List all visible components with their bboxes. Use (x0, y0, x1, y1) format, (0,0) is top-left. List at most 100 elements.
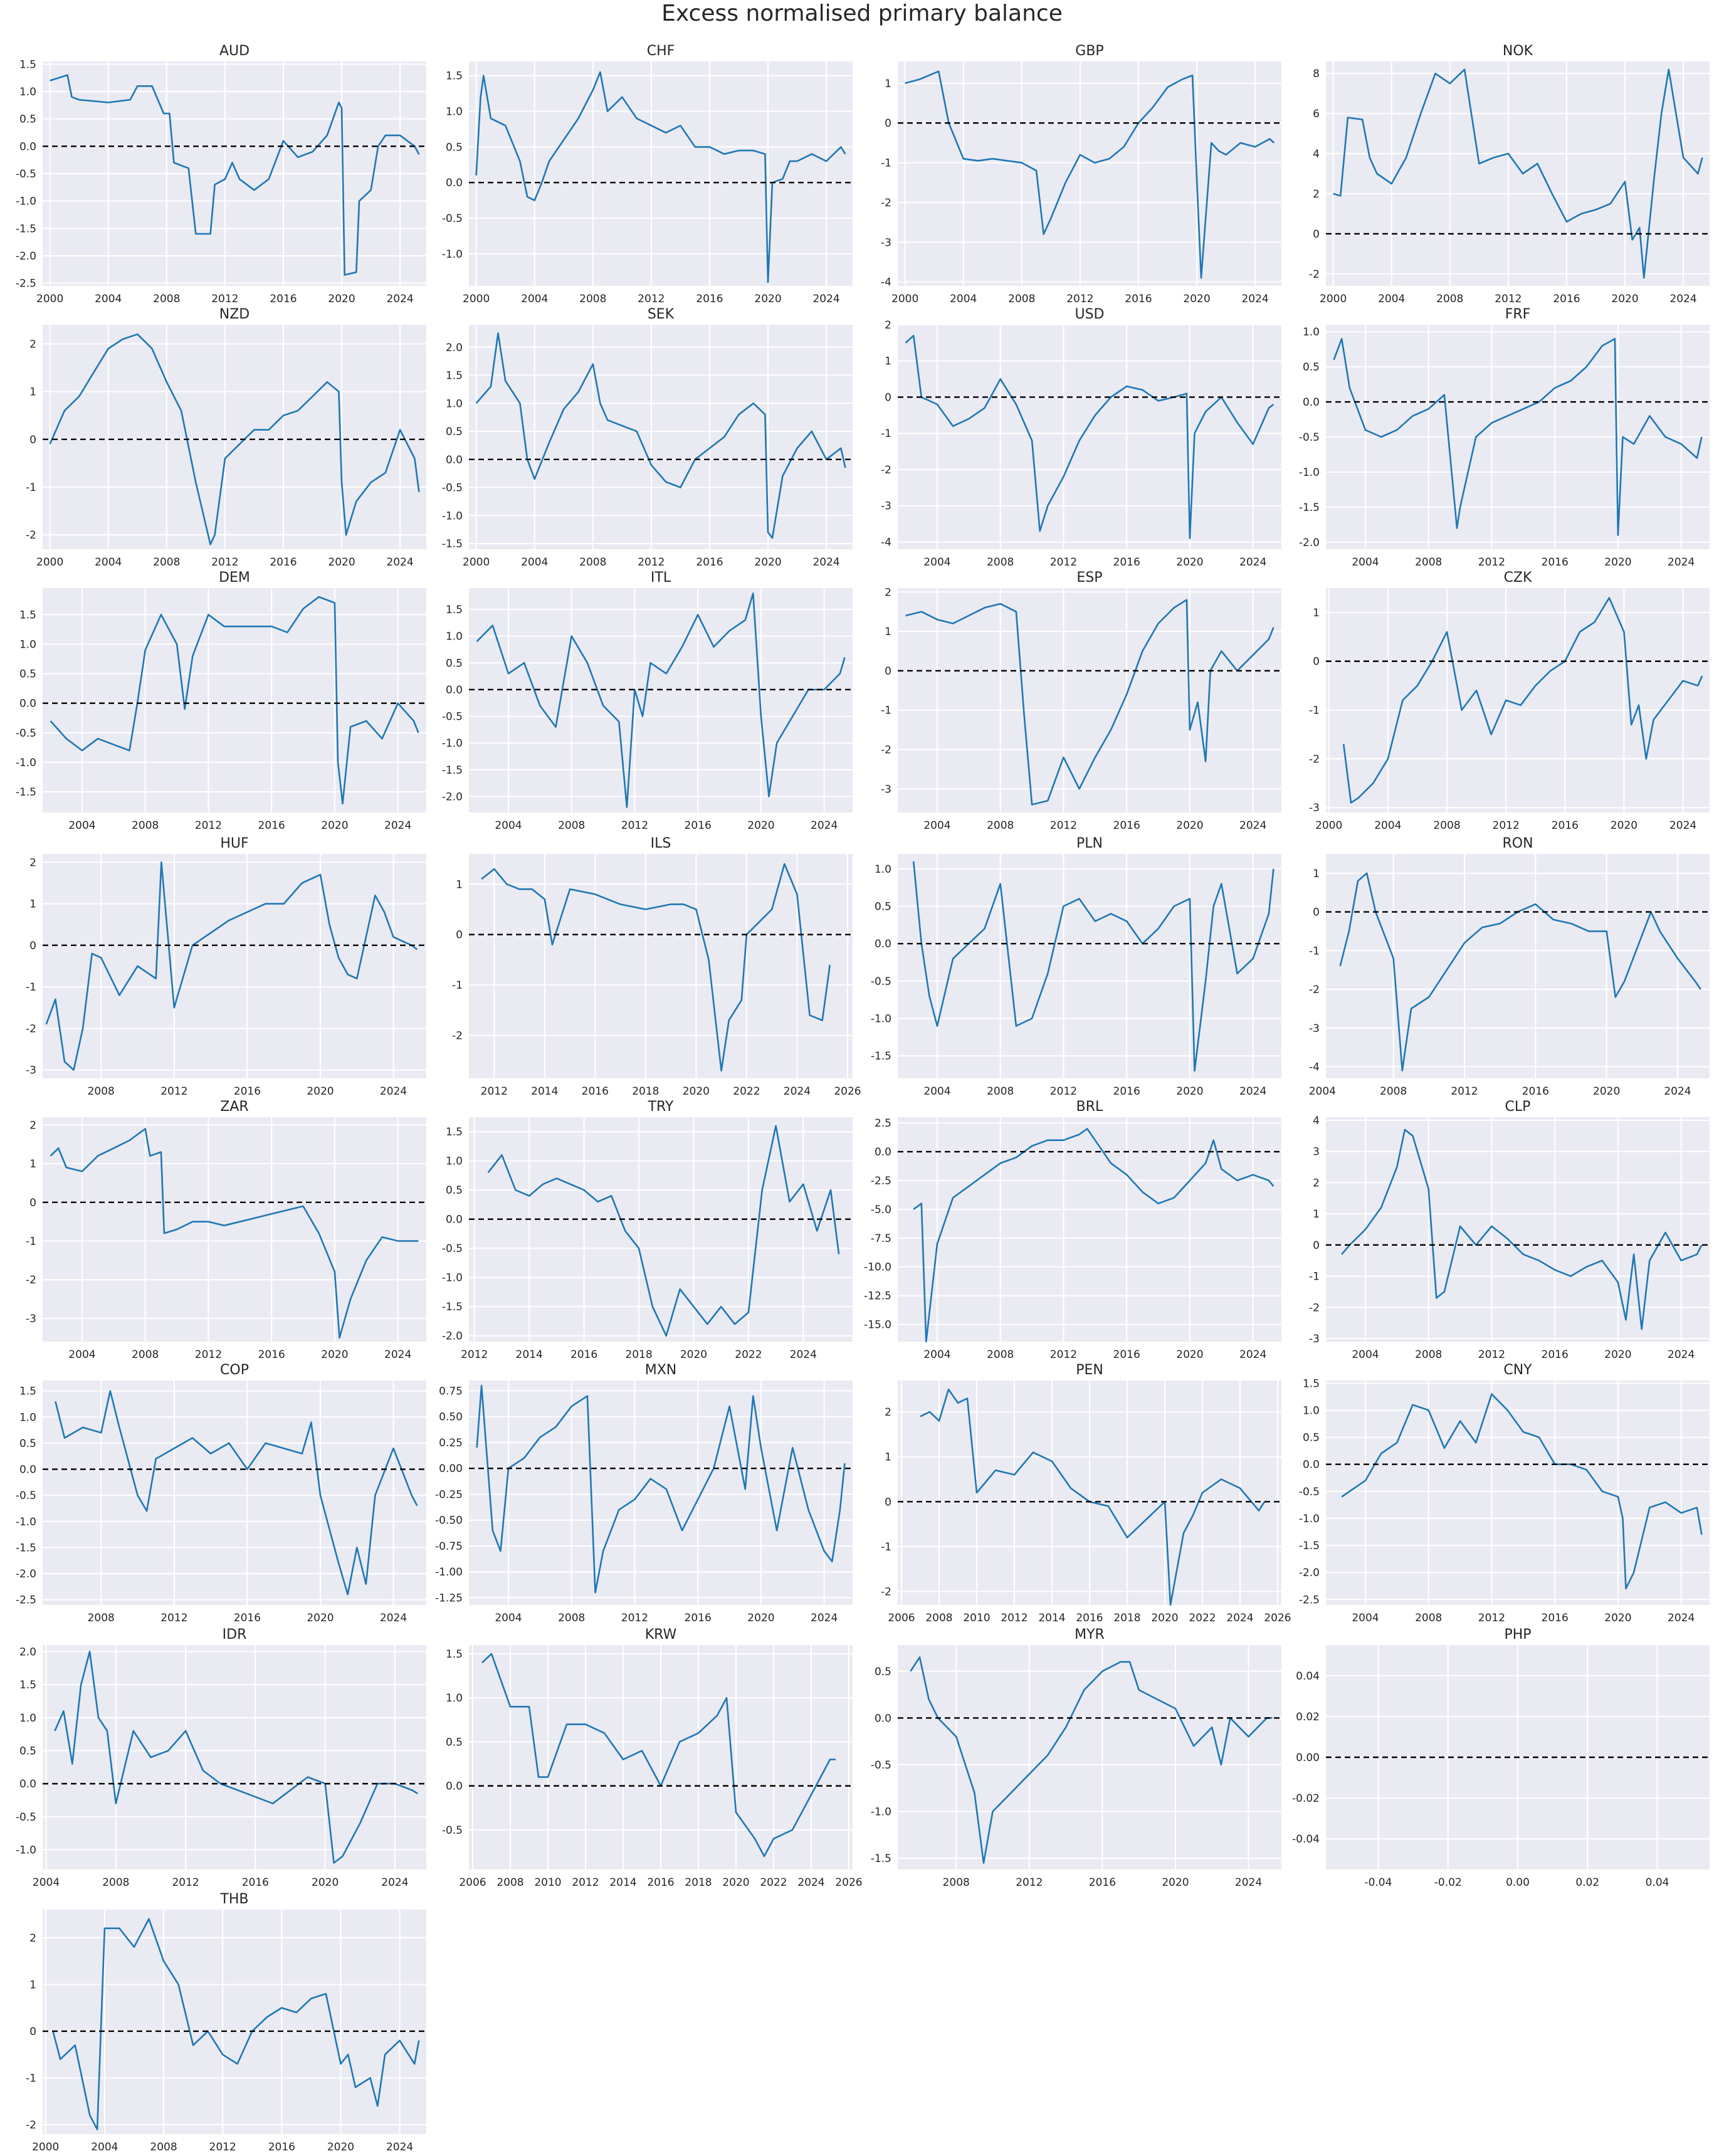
x-tick-label: 2020 (312, 1876, 339, 1889)
y-tick-label: 1.5 (19, 609, 36, 621)
y-tick-label: -2.5 (1299, 1594, 1320, 1606)
x-tick-label: 2008 (1415, 556, 1442, 569)
y-tick-label: 6 (1313, 108, 1320, 120)
x-tick-label: 2008 (987, 1349, 1014, 1361)
x-tick-label: 2020 (683, 1085, 710, 1098)
x-tick-label: 2020 (1176, 1085, 1203, 1098)
x-tick-label: 2008 (1008, 293, 1035, 305)
panel-nok: 2000 2004 2008 2012 2016 2020 2024 -2 0 2 4 6 8 NOK (1309, 43, 1710, 305)
panel-esp: 2004 2008 2012 2016 2020 2024 -3 -2 -1 0 1 2 ESP (881, 570, 1281, 832)
x-tick-label: 2012 (1016, 1876, 1043, 1889)
x-tick-label: 2008 (1433, 819, 1460, 832)
y-tick-label: -0.25 (435, 1488, 463, 1501)
plot-area (898, 61, 1281, 286)
y-tick-label: -3 (881, 236, 891, 249)
x-tick-label: 2020 (1604, 556, 1631, 569)
y-tick-label: 0 (885, 665, 891, 678)
x-tick-label: 2016 (234, 1612, 261, 1624)
y-tick-label: 4 (1313, 148, 1320, 160)
panel-ils: 2012 2014 2016 2018 2020 2022 2024 2026 -2 -1 0 1 IL… (452, 836, 861, 1098)
y-tick-label: 2 (29, 856, 36, 869)
y-tick-label: 0 (885, 117, 891, 130)
plot-area (469, 1117, 853, 1342)
y-tick-label: -2 (881, 1586, 891, 1599)
x-tick-label: 2016 (1089, 1876, 1116, 1889)
x-tick-label: 2020 (754, 293, 781, 305)
panel-cny: 2004 2008 2012 2016 2020 2024 -2.5 -2.0 -1.5 -1.0… (1299, 1362, 1710, 1624)
y-tick-label: -1 (881, 157, 891, 170)
y-tick-label: 0 (29, 2026, 36, 2038)
x-tick-label: 2020 (1183, 293, 1210, 305)
y-tick-label: 0 (29, 1197, 36, 1209)
y-tick-label: -1.5 (442, 764, 463, 777)
y-tick-label: -1 (1309, 945, 1320, 957)
x-tick-label: 2014 (609, 1876, 636, 1889)
y-tick-label: -1.00 (435, 1566, 463, 1579)
y-tick-label: 0.0 (446, 454, 463, 466)
y-tick-label: 2.0 (446, 342, 463, 354)
x-tick-label: 2006 (888, 1612, 915, 1624)
x-tick-label: 2008 (132, 819, 159, 832)
panel-frf: 2004 2008 2012 2016 2020 2024 -2.0 -1.5 -1.0 -0.5… (1299, 307, 1710, 569)
x-tick-label: 2000 (32, 2141, 59, 2153)
x-tick-label: 2016 (258, 819, 285, 832)
y-tick-label: -0.5 (442, 213, 463, 225)
x-tick-label: 2024 (811, 1612, 838, 1624)
panel-thb: 2000 2004 2008 2012 2016 2020 2024 -2 -1 0 1 2 THB (26, 1891, 426, 2153)
x-tick-label: 2004 (91, 2141, 118, 2153)
x-tick-label: 2018 (625, 1349, 652, 1361)
plot-area (469, 61, 853, 286)
x-tick-label: 2008 (153, 293, 180, 305)
y-tick-label: 0 (1313, 907, 1320, 919)
x-tick-label: 2016 (1542, 1349, 1569, 1361)
x-tick-label: 2012 (1001, 1612, 1028, 1624)
y-tick-label: 1.0 (446, 106, 463, 118)
y-tick-label: 2 (29, 1119, 36, 1132)
panel-title: ZAR (220, 1099, 248, 1115)
x-tick-label: 2024 (1226, 1612, 1253, 1624)
y-tick-label: -0.5 (16, 727, 36, 740)
panel-czk: 2000 2004 2008 2012 2016 2020 2024 -3 -2 -1 0 1 CZK (1309, 570, 1710, 832)
x-tick-label: 2020 (1611, 293, 1638, 305)
x-tick-label: 2004 (68, 1349, 95, 1361)
panel-krw: 2006 2008 2010 2012 2014 2016 2018 2020 2022 2024… (442, 1627, 863, 1889)
x-tick-label: 2008 (987, 556, 1014, 569)
x-tick-label: 2024 (386, 556, 413, 569)
x-tick-label: 2004 (521, 556, 548, 569)
y-tick-label: 1 (29, 386, 36, 399)
x-tick-label: 2020 (680, 1349, 707, 1361)
y-tick-label: -1.5 (1299, 502, 1320, 514)
x-tick-label: 2016 (1542, 556, 1569, 569)
y-tick-label: 1.0 (19, 86, 36, 98)
y-tick-label: 0.5 (1303, 361, 1320, 374)
plot-area (898, 1117, 1281, 1342)
x-tick-label: 2024 (797, 1876, 824, 1889)
y-tick-label: 2 (29, 338, 36, 350)
y-tick-label: -0.5 (442, 1824, 463, 1837)
panel-title: CLP (1505, 1099, 1531, 1115)
y-tick-label: 0.0 (446, 1214, 463, 1226)
y-tick-label: 0.0 (1303, 396, 1320, 409)
plot-area (469, 588, 853, 812)
y-tick-label: 2 (885, 319, 891, 332)
y-tick-label: -2 (26, 529, 36, 542)
x-tick-label: 2004 (495, 819, 522, 832)
plot-area (43, 588, 426, 812)
plot-area (898, 325, 1281, 549)
x-tick-label: 2012 (621, 1612, 648, 1624)
y-tick-label: 3 (1313, 1146, 1320, 1159)
y-tick-label: 8 (1313, 68, 1320, 80)
x-tick-label: 2024 (1239, 1085, 1266, 1098)
y-tick-label: 1.0 (446, 397, 463, 410)
series-line-brl (913, 1128, 1275, 1343)
y-tick-label: -1 (881, 1541, 891, 1554)
x-tick-label: 2008 (987, 819, 1014, 832)
y-tick-label: -0.5 (442, 1243, 463, 1255)
x-tick-label: 2024 (811, 819, 838, 832)
x-tick-label: 2016 (258, 1349, 285, 1361)
plot-area (43, 1645, 426, 1869)
x-tick-label: 2004 (1374, 819, 1401, 832)
panel-title: GBP (1075, 43, 1103, 59)
panel-title: DEM (219, 570, 250, 586)
y-tick-label: -2 (26, 2119, 36, 2132)
